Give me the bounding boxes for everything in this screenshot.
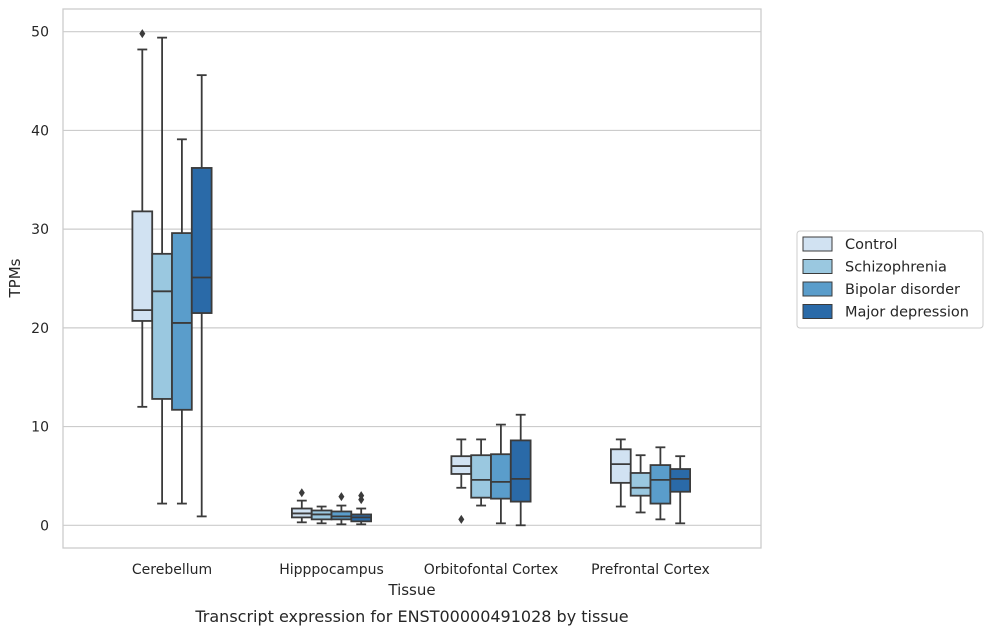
x-axis-label: Tissue [387,581,435,599]
box-bipolar-disorder-3 [649,446,672,521]
box-major-depression-3 [669,455,691,525]
y-tick-label: 0 [40,518,49,534]
box-major-depression-2 [509,413,532,527]
box-iqr [151,252,173,400]
box-iqr [629,472,652,497]
y-tick-label: 10 [31,420,49,436]
box-iqr [450,455,473,475]
box-iqr [330,510,353,521]
outlier-point [298,488,305,498]
legend-entry: Major depression [845,305,969,321]
legend: Control Schizophrenia Bipolar disorder Majo… [796,230,984,329]
y-tick-label: 50 [31,25,49,41]
y-axis-label: TPMs [6,258,24,298]
box-iqr [610,448,632,484]
box-bipolar-disorder-2 [490,423,512,525]
box-iqr [669,468,691,493]
box-major-depression-1 [350,491,372,526]
legend-entry: Bipolar disorder [845,282,960,298]
box-iqr [490,453,512,500]
boxes-layer [131,29,691,527]
box-control-3 [610,438,632,508]
x-tick-label: Hipppocampus [279,562,384,578]
outlier-point [338,492,345,502]
legend-swatch [802,281,833,297]
outlier-point [358,491,365,501]
x-tick-label: Cerebellum [132,562,212,578]
box-iqr [509,439,532,503]
y-tick-labels: 0 10 20 30 40 50 [31,25,49,535]
legend-swatch [802,236,833,252]
box-iqr [649,464,672,505]
legend-entry: Schizophrenia [845,260,947,276]
box-iqr [470,454,492,499]
outlier-point [139,29,146,39]
legend-entry: Control [845,237,897,253]
plot-frame [62,8,762,549]
figure-caption: Transcript expression for ENST0000049102… [194,607,628,626]
legend-swatch [802,259,833,274]
box-iqr [171,232,193,411]
x-tick-label: Prefrontal Cortex [591,562,710,578]
legend-swatch [802,304,833,319]
y-tick-label: 20 [31,321,49,337]
y-tick-label: 40 [31,123,49,139]
box-control-0 [131,29,154,408]
y-tick-label: 30 [31,222,49,238]
box-iqr [190,167,213,314]
x-tick-label: Orbitofontal Cortex [424,562,559,578]
box-major-depression-0 [190,74,213,518]
box-iqr [131,210,154,322]
legend-frame [796,230,984,329]
outlier-point [458,514,465,524]
box-bipolar-disorder-0 [171,138,193,505]
box-schizophrenia-3 [629,454,652,514]
x-tick-labels: Cerebellum Hipppocampus Orbitofontal Corte… [132,562,710,578]
box-schizophrenia-0 [151,36,173,505]
